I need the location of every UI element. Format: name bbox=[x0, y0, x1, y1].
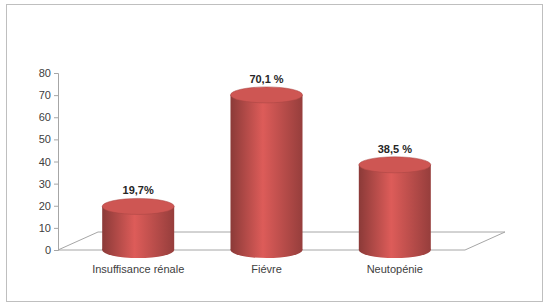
x-tick-label: Insuffisance rénale bbox=[92, 263, 184, 275]
chart-frame bbox=[7, 5, 543, 302]
bar-top bbox=[231, 87, 303, 103]
y-tick-label: 0 bbox=[45, 244, 51, 256]
x-tick: Neutopénie bbox=[367, 263, 423, 275]
y-tick-label: 50 bbox=[39, 133, 51, 145]
data-label: 70,1 % bbox=[249, 73, 283, 85]
y-tick-mark bbox=[54, 95, 58, 96]
y-tick-mark bbox=[54, 117, 58, 118]
cylinder bbox=[359, 157, 431, 258]
y-tick: 70 bbox=[39, 89, 58, 101]
y-tick-label: 20 bbox=[39, 200, 51, 212]
y-tick-mark bbox=[54, 228, 58, 229]
y-tick: 30 bbox=[39, 178, 58, 190]
y-tick: 60 bbox=[39, 111, 58, 123]
y-tick: 80 bbox=[39, 67, 58, 79]
x-tick: Fiévre bbox=[251, 263, 282, 275]
x-axis: Insuffisance rénale Fiévre Neutopénie bbox=[92, 263, 423, 275]
y-tick-label: 60 bbox=[39, 111, 51, 123]
data-label: 19,7% bbox=[123, 184, 154, 196]
y-tick: 50 bbox=[39, 133, 58, 145]
y-tick: 0 bbox=[45, 244, 58, 256]
y-tick-mark bbox=[54, 184, 58, 185]
y-tick-mark bbox=[54, 162, 58, 163]
y-tick-label: 40 bbox=[39, 156, 51, 168]
cylinder bbox=[102, 198, 174, 258]
bar-top bbox=[102, 198, 174, 214]
data-label: 38,5 % bbox=[378, 143, 412, 155]
bars bbox=[102, 87, 431, 258]
y-tick-mark bbox=[54, 206, 58, 207]
y-tick: 10 bbox=[39, 222, 58, 234]
cylinder bbox=[231, 87, 303, 258]
x-tick-label: Neutopénie bbox=[367, 263, 423, 275]
bar-top bbox=[359, 157, 431, 173]
y-tick: 20 bbox=[39, 200, 58, 212]
y-tick: 40 bbox=[39, 156, 58, 168]
data-labels: 19,7% 70,1 % 38,5 % bbox=[123, 73, 413, 197]
y-tick-label: 70 bbox=[39, 89, 51, 101]
y-axis: 0 10 20 30 40 50 60 70 80 bbox=[39, 67, 59, 256]
y-axis-line bbox=[54, 74, 59, 251]
y-tick-label: 30 bbox=[39, 178, 51, 190]
x-tick: Insuffisance rénale bbox=[92, 263, 184, 275]
bar bbox=[231, 95, 303, 250]
chart: 0 10 20 30 40 50 60 70 80 Insuffisance rénale Fiév… bbox=[0, 0, 549, 306]
y-tick-mark bbox=[54, 250, 58, 251]
bar bbox=[359, 165, 431, 250]
y-tick-label: 10 bbox=[39, 222, 51, 234]
y-tick-label: 80 bbox=[39, 67, 51, 79]
y-tick-mark bbox=[54, 73, 58, 74]
x-tick-label: Fiévre bbox=[251, 263, 282, 275]
y-tick-mark bbox=[54, 139, 58, 140]
